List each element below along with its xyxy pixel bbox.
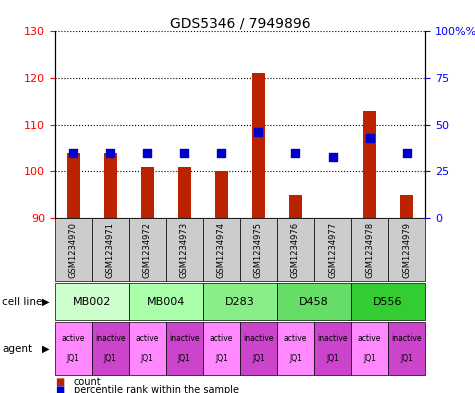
Point: [403, 150, 410, 156]
Bar: [363, 111, 376, 218]
Bar: [215, 171, 228, 218]
Text: inactive: inactive: [169, 334, 200, 343]
Text: active: active: [209, 334, 233, 343]
Text: JQ1: JQ1: [104, 354, 117, 363]
Bar: [178, 167, 191, 218]
Text: percentile rank within the sample: percentile rank within the sample: [74, 385, 238, 393]
Text: GSM1234974: GSM1234974: [217, 222, 226, 277]
Text: GSM1234975: GSM1234975: [254, 222, 263, 277]
Text: JQ1: JQ1: [363, 354, 376, 363]
Text: ■: ■: [55, 385, 64, 393]
Text: JQ1: JQ1: [326, 354, 339, 363]
Text: active: active: [61, 334, 85, 343]
Text: active: active: [135, 334, 159, 343]
Text: MB002: MB002: [73, 297, 111, 307]
Text: JQ1: JQ1: [141, 354, 154, 363]
Bar: [289, 195, 302, 218]
Text: active: active: [284, 334, 307, 343]
Text: GSM1234970: GSM1234970: [69, 222, 77, 277]
Text: D458: D458: [299, 297, 329, 307]
Text: active: active: [358, 334, 381, 343]
Text: GSM1234973: GSM1234973: [180, 222, 189, 277]
Text: GSM1234976: GSM1234976: [291, 222, 300, 277]
Text: inactive: inactive: [243, 334, 274, 343]
Bar: [400, 195, 413, 218]
Text: inactive: inactive: [391, 334, 422, 343]
Bar: [104, 153, 117, 218]
Text: JQ1: JQ1: [66, 354, 80, 363]
Text: GSM1234978: GSM1234978: [365, 222, 374, 277]
Text: ▶: ▶: [42, 297, 50, 307]
Text: inactive: inactive: [95, 334, 125, 343]
Text: JQ1: JQ1: [215, 354, 228, 363]
Text: MB004: MB004: [147, 297, 185, 307]
Bar: [141, 167, 154, 218]
Bar: [66, 153, 80, 218]
Point: [180, 150, 188, 156]
Text: ■: ■: [55, 377, 64, 387]
Text: agent: agent: [2, 344, 32, 354]
Text: JQ1: JQ1: [400, 354, 413, 363]
Point: [329, 153, 336, 160]
Text: count: count: [74, 377, 101, 387]
Text: JQ1: JQ1: [289, 354, 302, 363]
Text: inactive: inactive: [317, 334, 348, 343]
Text: JQ1: JQ1: [252, 354, 265, 363]
Point: [143, 150, 151, 156]
Point: [106, 150, 114, 156]
Point: [255, 129, 262, 135]
Text: ▶: ▶: [42, 344, 50, 354]
Text: GSM1234971: GSM1234971: [106, 222, 114, 277]
Point: [292, 150, 299, 156]
Point: [366, 135, 373, 141]
Text: GSM1234979: GSM1234979: [402, 222, 411, 277]
Bar: [252, 73, 265, 218]
Text: D283: D283: [225, 297, 255, 307]
Text: cell line: cell line: [2, 297, 43, 307]
Text: D556: D556: [373, 297, 403, 307]
Text: GSM1234977: GSM1234977: [328, 222, 337, 277]
Point: [69, 150, 77, 156]
Text: JQ1: JQ1: [178, 354, 191, 363]
Point: [218, 150, 225, 156]
Title: GDS5346 / 7949896: GDS5346 / 7949896: [170, 16, 310, 30]
Text: GSM1234972: GSM1234972: [143, 222, 152, 277]
